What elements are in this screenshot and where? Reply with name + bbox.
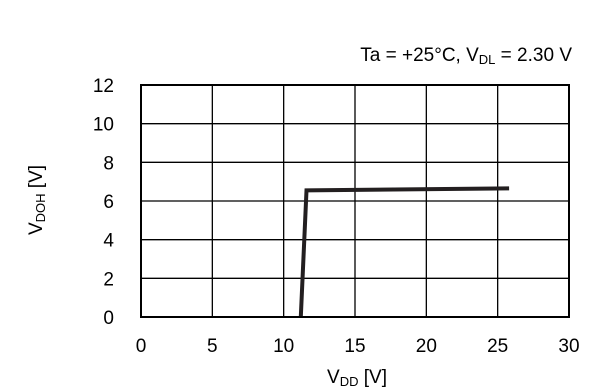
x-tick-label: 30 <box>558 336 579 357</box>
x-tick-label: 15 <box>344 336 365 357</box>
x-axis-label-unit: [V] <box>358 367 387 388</box>
y-tick-label: 2 <box>103 269 114 290</box>
y-tick-label: 6 <box>103 192 114 213</box>
x-tick-label: 10 <box>273 336 294 357</box>
x-tick-label: 25 <box>487 336 508 357</box>
y-axis-label-subscript: DOH <box>33 193 48 222</box>
x-tick-label: 5 <box>207 336 218 357</box>
x-tick-labels: 0 5 10 15 20 25 30 <box>136 336 580 357</box>
y-tick-labels: 0 2 4 6 8 10 12 <box>93 76 115 329</box>
y-tick-label: 8 <box>103 153 114 174</box>
y-axis-label: VDOH [V] <box>26 165 48 235</box>
x-axis-label-subscript: DD <box>340 374 359 389</box>
condition-subscript: DL <box>479 52 496 67</box>
series-line <box>298 186 510 318</box>
plot-frame <box>140 84 570 318</box>
x-axis-label: VDD [V] <box>327 367 387 389</box>
x-tick-label: 20 <box>416 336 437 357</box>
condition-prefix: Ta = +25°C, V <box>360 45 479 66</box>
y-axis-label-unit: [V] <box>26 165 47 194</box>
y-tick-label: 4 <box>103 231 114 252</box>
x-axis-label-main: V <box>327 367 340 388</box>
y-axis-label-main: V <box>26 222 47 235</box>
condition-suffix: = 2.30 V <box>495 45 572 66</box>
x-tick-label: 0 <box>136 336 147 357</box>
y-tick-label: 0 <box>103 308 114 329</box>
y-tick-label: 12 <box>93 76 114 97</box>
condition-label: Ta = +25°C, VDL = 2.30 V <box>360 45 572 67</box>
grid-lines <box>141 85 569 317</box>
series-layer <box>298 186 510 318</box>
y-tick-label: 10 <box>93 115 114 136</box>
